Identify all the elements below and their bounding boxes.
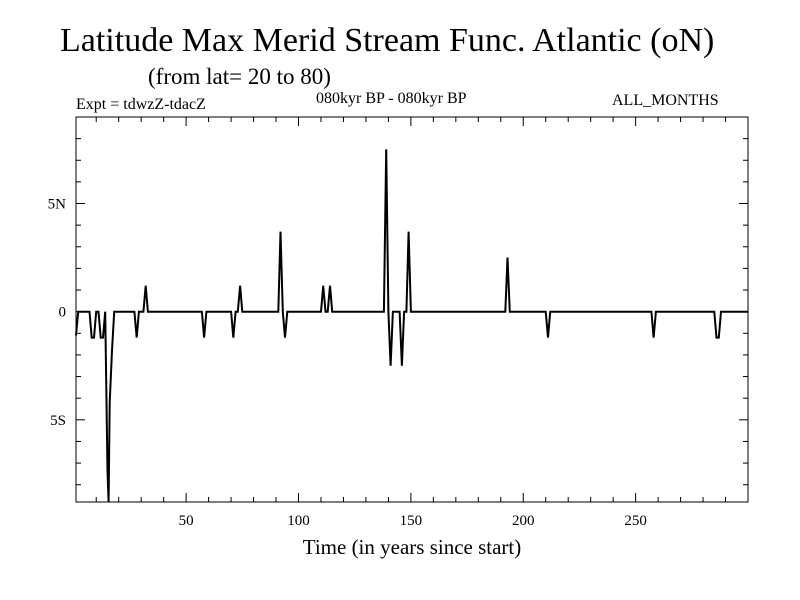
x-tick-label: 150 — [400, 513, 423, 529]
tick-labels: 50 100 150 200 250 5N 0 5S — [48, 197, 647, 529]
period-label: 080kyr BP - 080kyr BP — [316, 90, 467, 107]
x-tick-label: 50 — [179, 513, 194, 529]
y-tick-label: 5N — [48, 197, 67, 213]
x-tick-label: 200 — [512, 513, 535, 529]
x-tick-label: 250 — [624, 513, 647, 529]
x-tick-label: 100 — [287, 513, 310, 529]
chart-subtitle: (from lat= 20 to 80) — [148, 64, 331, 89]
y-tick-label: 0 — [59, 305, 67, 321]
y-tick-label: 5S — [50, 413, 66, 429]
chart-title: Latitude Max Merid Stream Func. Atlantic… — [60, 22, 715, 59]
x-axis-label: Time (in years since start) — [303, 535, 522, 559]
series-line — [75, 149, 748, 503]
axis-ticks — [76, 116, 748, 502]
months-label: ALL_MONTHS — [612, 92, 719, 109]
plot-frame — [75, 116, 749, 503]
experiment-label: Expt = tdwzZ-tdacZ — [76, 96, 206, 113]
